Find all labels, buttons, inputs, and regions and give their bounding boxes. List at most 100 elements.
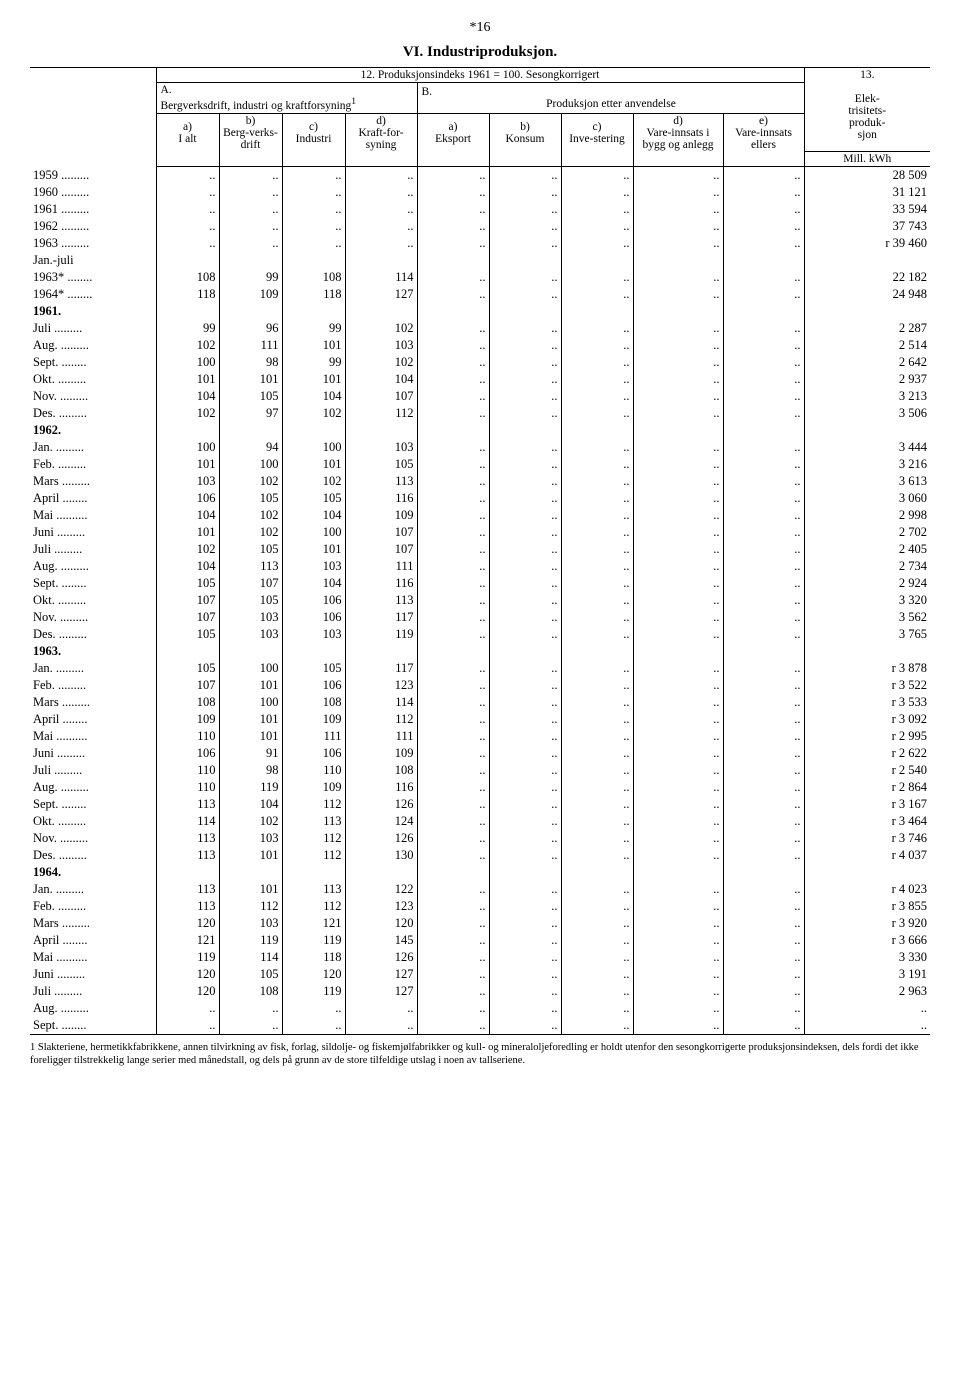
- cell: ..: [723, 388, 804, 405]
- cell: 109: [282, 711, 345, 728]
- cell: 98: [219, 354, 282, 371]
- row-label: Juli .........: [30, 320, 156, 337]
- row-label: Nov. .........: [30, 609, 156, 626]
- cell: ..: [633, 456, 723, 473]
- row-label: Juni .........: [30, 524, 156, 541]
- cell: 114: [156, 813, 219, 830]
- cell: ..: [561, 830, 633, 847]
- cell: ..: [219, 1017, 282, 1035]
- cell: ..: [417, 473, 489, 490]
- cell: 109: [345, 507, 417, 524]
- cell: ..: [561, 320, 633, 337]
- cell: [804, 643, 930, 660]
- row-label: Mars .........: [30, 473, 156, 490]
- cell: 116: [345, 779, 417, 796]
- cell: ..: [489, 218, 561, 235]
- cell: 3 562: [804, 609, 930, 626]
- cell: r 3 746: [804, 830, 930, 847]
- cell: 101: [219, 881, 282, 898]
- cell: r 4 037: [804, 847, 930, 864]
- row-label: 1963.: [30, 643, 156, 660]
- cell: 108: [345, 762, 417, 779]
- cell: 97: [219, 405, 282, 422]
- cell: ..: [723, 201, 804, 218]
- cell: ..: [723, 796, 804, 813]
- stub-head: [30, 68, 156, 167]
- cell: ..: [219, 201, 282, 218]
- cell: 102: [219, 524, 282, 541]
- cell: ..: [345, 218, 417, 235]
- cell: 105: [156, 575, 219, 592]
- cell: ..: [561, 592, 633, 609]
- cell: 104: [282, 575, 345, 592]
- cell: ..: [489, 439, 561, 456]
- cell: ..: [804, 1017, 930, 1035]
- cell: ..: [633, 745, 723, 762]
- cell: 113: [156, 796, 219, 813]
- cell: [417, 864, 489, 881]
- cell: [633, 864, 723, 881]
- cell: 105: [345, 456, 417, 473]
- cell: 3 330: [804, 949, 930, 966]
- cell: ..: [633, 915, 723, 932]
- cell: ..: [723, 371, 804, 388]
- cell: 101: [282, 541, 345, 558]
- cell: 106: [282, 592, 345, 609]
- cell: r 4 023: [804, 881, 930, 898]
- cell: ..: [489, 167, 561, 185]
- cell: ..: [417, 915, 489, 932]
- cell: ..: [561, 966, 633, 983]
- cell: ..: [633, 167, 723, 185]
- cell: ..: [723, 235, 804, 252]
- row-label: Des. .........: [30, 405, 156, 422]
- cell: 2 287: [804, 320, 930, 337]
- cell: 114: [219, 949, 282, 966]
- cell: 100: [156, 439, 219, 456]
- cell: [804, 303, 930, 320]
- cell: ..: [723, 949, 804, 966]
- cell: ..: [417, 201, 489, 218]
- cell: ..: [633, 439, 723, 456]
- cell: ..: [489, 762, 561, 779]
- cell: [282, 422, 345, 439]
- cell: 116: [345, 490, 417, 507]
- cell: ..: [633, 694, 723, 711]
- cell: 123: [345, 677, 417, 694]
- cell: 105: [282, 660, 345, 677]
- cell: ..: [345, 1017, 417, 1035]
- cell: [417, 643, 489, 660]
- cell: ..: [489, 456, 561, 473]
- cell: ..: [489, 592, 561, 609]
- cell: 106: [156, 490, 219, 507]
- footnote: 1 Slakteriene, hermetikkfabrikkene, anne…: [30, 1041, 930, 1067]
- cell: 104: [219, 796, 282, 813]
- cell: 106: [282, 745, 345, 762]
- cell: ..: [633, 490, 723, 507]
- cell: ..: [417, 405, 489, 422]
- cell: [417, 422, 489, 439]
- cell: 111: [282, 728, 345, 745]
- cell: 101: [282, 337, 345, 354]
- cell: [489, 303, 561, 320]
- cell: ..: [489, 677, 561, 694]
- cell: ..: [723, 660, 804, 677]
- cell: ..: [417, 762, 489, 779]
- cell: 113: [345, 592, 417, 609]
- cell: 3 444: [804, 439, 930, 456]
- cell: 2 963: [804, 983, 930, 1000]
- cell: 108: [282, 694, 345, 711]
- cell: ..: [219, 167, 282, 185]
- hdr-13-top: 13.: [804, 68, 930, 83]
- cell: ..: [723, 558, 804, 575]
- row-label: 1959 .........: [30, 167, 156, 185]
- row-label: Jan. .........: [30, 439, 156, 456]
- cell: 100: [156, 354, 219, 371]
- cell: ..: [489, 473, 561, 490]
- cell: [723, 422, 804, 439]
- cell: r 3 855: [804, 898, 930, 915]
- cell: r 2 995: [804, 728, 930, 745]
- cell: [633, 643, 723, 660]
- cell: 101: [156, 371, 219, 388]
- cell: 121: [282, 915, 345, 932]
- cell: ..: [723, 728, 804, 745]
